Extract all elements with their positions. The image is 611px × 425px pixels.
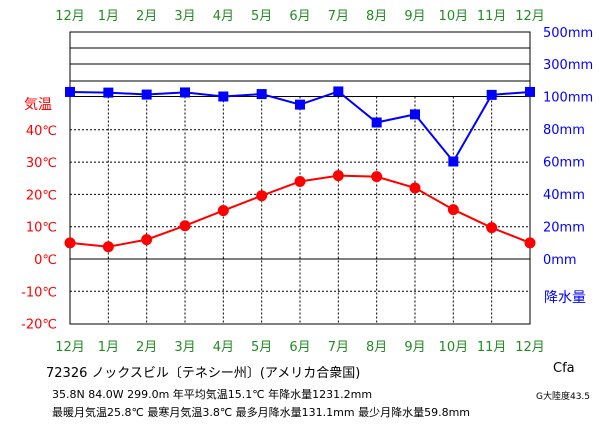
precip-tick-4: 60mm — [543, 156, 585, 171]
month-bottom-4: 4月 — [213, 340, 234, 355]
temperature-axis-title: 気温 — [24, 97, 52, 113]
temp-point-3 — [179, 220, 191, 232]
month-top-2: 2月 — [136, 9, 157, 24]
precipitation-series — [65, 86, 535, 167]
month-top-12: 12月 — [515, 9, 545, 24]
precip-point-9 — [410, 109, 420, 120]
month-bottom-10: 10月 — [439, 340, 469, 355]
precip-point-8 — [371, 117, 382, 128]
temp-tick-4: 0℃ — [34, 253, 57, 268]
temp-point-10 — [447, 204, 459, 216]
month-bottom-3: 3月 — [174, 340, 195, 355]
climate-classification: G大陸度43.5 — [536, 392, 591, 402]
temperature-series — [64, 170, 536, 253]
month-top-7: 7月 — [328, 9, 349, 24]
temp-point-1 — [102, 241, 114, 253]
month-top-1: 1月 — [98, 9, 119, 24]
precip-point-7 — [333, 86, 344, 97]
temp-tick-1: 30℃ — [26, 156, 57, 171]
temp-tick-2: 20℃ — [26, 188, 57, 203]
temp-point-0 — [64, 237, 76, 249]
precip-point-10 — [448, 156, 459, 167]
month-top-3: 3月 — [174, 9, 195, 24]
precip-tick-2: 100mm — [543, 91, 593, 106]
month-bottom-7: 7月 — [328, 340, 349, 355]
precip-tick-6: 20mm — [543, 221, 585, 236]
temp-tick-0: 40℃ — [26, 124, 57, 139]
temp-point-2 — [141, 234, 153, 246]
month-bottom-0: 12月 — [55, 340, 85, 355]
month-bottom-11: 11月 — [477, 340, 507, 355]
precip-point-1 — [103, 87, 114, 98]
precip-tick-1: 300mm — [543, 58, 593, 73]
temp-tick-5: -10℃ — [21, 285, 57, 300]
precipitation-axis-title: 降水量 — [544, 290, 586, 306]
month-labels-bottom: 12月 1月 2月 3月 4月 5月 6月 7月 8月 9月 10月 11月 12月 — [55, 340, 545, 355]
precip-point-6 — [295, 99, 305, 110]
precip-point-0 — [65, 86, 75, 97]
month-bottom-1: 1月 — [98, 340, 119, 355]
precip-tick-3: 80mm — [543, 123, 585, 138]
temp-point-9 — [409, 182, 421, 194]
month-top-6: 6月 — [289, 9, 310, 24]
month-bottom-6: 6月 — [289, 340, 310, 355]
temp-point-11 — [486, 222, 498, 234]
climate-code: Cfa — [553, 361, 575, 376]
precip-point-3 — [180, 87, 190, 98]
precip-point-11 — [486, 89, 497, 100]
precip-tick-5: 40mm — [543, 188, 585, 203]
station-stats-line-2: 最暖月気温25.8℃ 最寒月気温3.8℃ 最多月降水量131.1mm 最少月降水… — [52, 406, 471, 419]
month-bottom-9: 9月 — [404, 340, 425, 355]
precipitation-axis-ticks: 500mm 300mm 100mm 80mm 60mm 40mm 20mm 0mm — [543, 26, 593, 268]
precip-point-5 — [256, 89, 267, 100]
month-top-9: 9月 — [404, 9, 425, 24]
month-bottom-12: 12月 — [515, 340, 545, 355]
month-bottom-2: 2月 — [136, 340, 157, 355]
month-top-10: 10月 — [439, 9, 469, 24]
temp-point-12 — [524, 237, 536, 249]
month-top-5: 5月 — [251, 9, 272, 24]
temp-tick-6: -20℃ — [21, 318, 57, 333]
temp-point-8 — [371, 171, 383, 183]
month-bottom-8: 8月 — [366, 340, 387, 355]
month-bottom-5: 5月 — [251, 340, 272, 355]
temp-tick-3: 10℃ — [26, 221, 57, 236]
precip-point-4 — [218, 91, 229, 102]
month-top-11: 11月 — [477, 9, 507, 24]
temperature-axis-ticks: 40℃ 30℃ 20℃ 10℃ 0℃ -10℃ -20℃ — [21, 124, 57, 333]
precip-point-12 — [525, 86, 535, 97]
temp-point-4 — [217, 205, 229, 217]
precip-tick-7: 0mm — [543, 253, 577, 268]
station-title: 72326 ノックスビル〔テネシー州〕(アメリカ合衆国) — [46, 366, 361, 381]
month-labels-top: 12月 1月 2月 3月 4月 5月 6月 7月 8月 9月 10月 11月 12月 — [55, 9, 545, 24]
temp-point-5 — [256, 190, 268, 202]
plot-frame — [69, 31, 531, 325]
temp-point-6 — [294, 175, 306, 187]
station-stats-line-1: 35.8N 84.0W 299.0m 年平均気温15.1℃ 年降水量1231.2… — [52, 388, 373, 401]
month-top-8: 8月 — [366, 9, 387, 24]
month-top-0: 12月 — [55, 9, 85, 24]
temp-point-7 — [332, 170, 344, 182]
month-top-4: 4月 — [213, 9, 234, 24]
precip-tick-0: 500mm — [543, 26, 593, 41]
precip-point-2 — [141, 89, 152, 100]
